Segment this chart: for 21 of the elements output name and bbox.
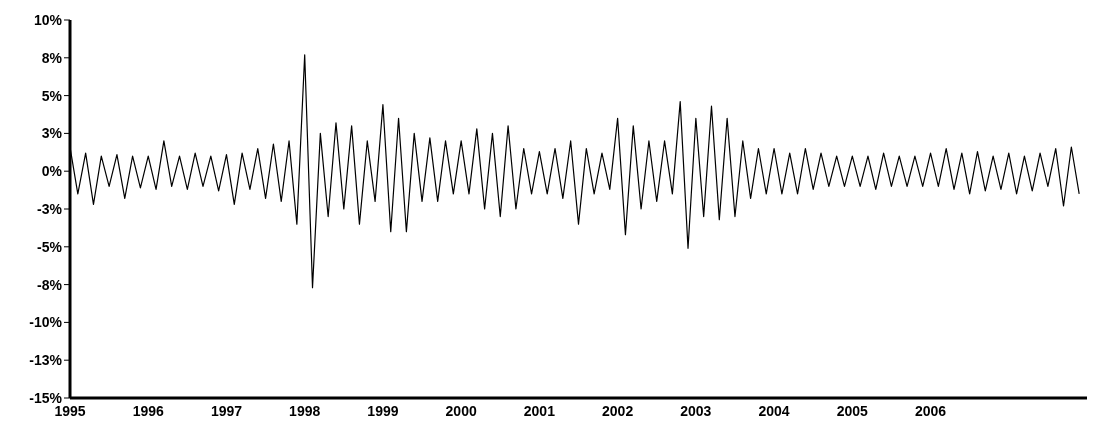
x-tick-label: 1999 [367, 402, 399, 419]
y-tick-label: -3% [37, 200, 63, 217]
y-tick-label: -13% [29, 352, 63, 369]
x-tick-label: 2006 [914, 402, 947, 419]
y-tick-label: 5% [41, 87, 63, 104]
y-tick-label: 0% [41, 163, 63, 180]
y-tick-label: -8% [37, 276, 63, 293]
x-tick-label: 2000 [445, 402, 477, 419]
x-tick-label: 1997 [210, 402, 243, 419]
x-tick-label: 2004 [758, 402, 790, 419]
x-tick-label: 2003 [680, 402, 712, 419]
y-tick-label: 8% [41, 49, 63, 66]
x-tick-label: 2002 [602, 402, 634, 419]
x-tick-label: 2005 [836, 402, 869, 419]
y-tick-label: -10% [29, 314, 63, 331]
x-tick-label: 2001 [523, 402, 556, 419]
y-tick-label: 10% [33, 11, 63, 28]
y-tick-label: 3% [41, 125, 63, 142]
x-tick-label: 1998 [289, 402, 321, 419]
y-tick-label: -5% [37, 238, 63, 255]
x-tick-label: 1996 [132, 402, 165, 419]
